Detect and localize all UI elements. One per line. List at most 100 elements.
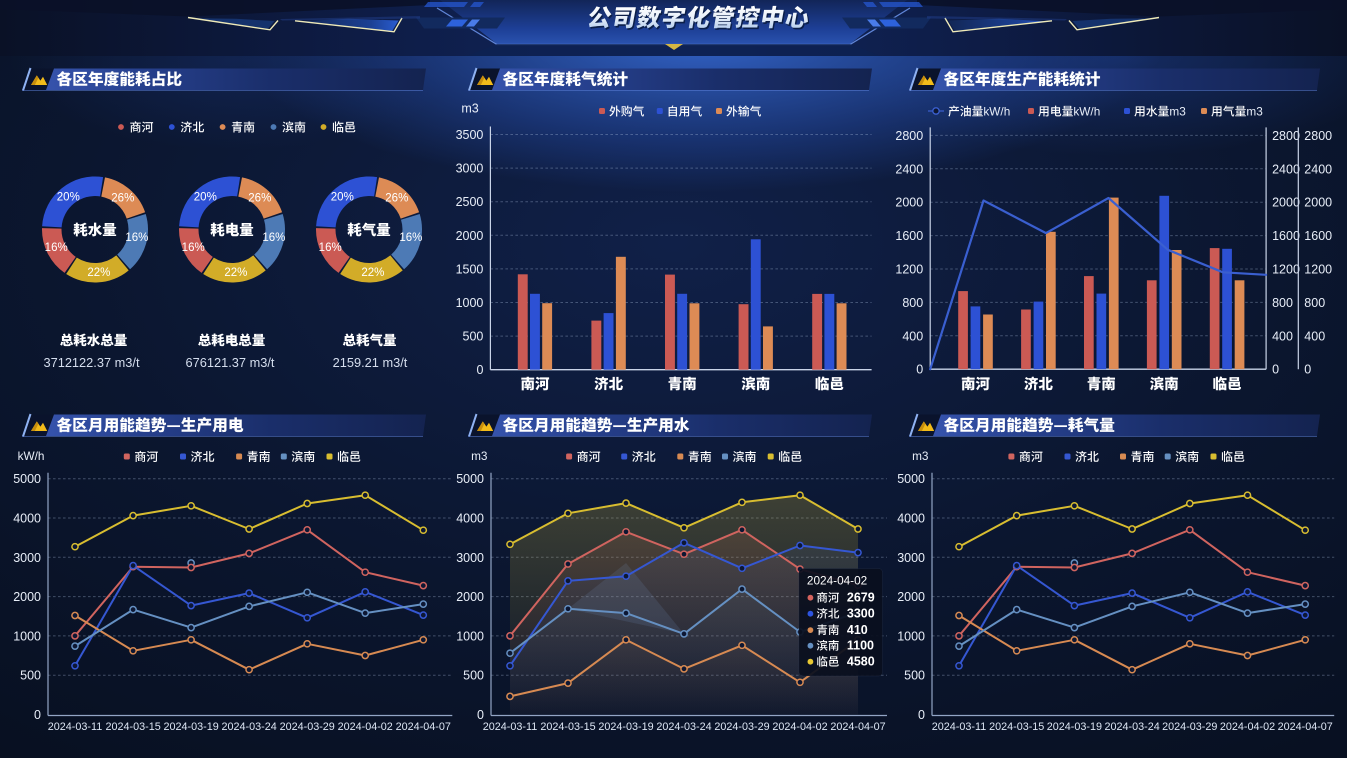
svg-text:400: 400: [1304, 329, 1325, 343]
svg-text:400: 400: [1272, 329, 1293, 343]
svg-text:0: 0: [1304, 363, 1311, 377]
svg-text:16%: 16%: [319, 242, 342, 254]
svg-text:kW/h: kW/h: [18, 449, 45, 463]
svg-text:1200: 1200: [1304, 263, 1332, 277]
svg-text:22%: 22%: [361, 267, 384, 279]
svg-text:1600: 1600: [1304, 229, 1332, 243]
svg-text:4580: 4580: [847, 655, 875, 669]
svg-text:m3: m3: [461, 102, 478, 116]
svg-text:2024-03-11: 2024-03-11: [932, 721, 986, 733]
svg-text:2024-03-24: 2024-03-24: [221, 721, 276, 733]
svg-text:m3: m3: [1169, 105, 1186, 119]
svg-text:2500: 2500: [456, 195, 484, 209]
svg-text:2024-03-19: 2024-03-19: [598, 721, 653, 733]
svg-text:2024-04-07: 2024-04-07: [1278, 721, 1333, 733]
svg-text:20%: 20%: [331, 191, 354, 203]
svg-text:26%: 26%: [385, 192, 408, 204]
svg-text:16%: 16%: [45, 242, 68, 254]
svg-text:2024-03-24: 2024-03-24: [1104, 721, 1159, 733]
svg-text:1000: 1000: [897, 629, 925, 643]
svg-text:0: 0: [916, 363, 923, 377]
svg-text:2800: 2800: [895, 129, 923, 143]
svg-text:3000: 3000: [456, 551, 484, 565]
svg-text:1500: 1500: [456, 262, 484, 276]
svg-text:m3: m3: [1246, 105, 1263, 119]
svg-text:2024-04-02: 2024-04-02: [338, 721, 393, 733]
svg-text:2800: 2800: [1272, 129, 1300, 143]
svg-text:1600: 1600: [895, 229, 923, 243]
svg-text:3300: 3300: [847, 607, 875, 621]
svg-text:800: 800: [902, 296, 923, 310]
svg-text:16%: 16%: [182, 242, 205, 254]
svg-text:4000: 4000: [897, 512, 925, 526]
svg-text:2024-04-02: 2024-04-02: [807, 574, 867, 588]
svg-text:3000: 3000: [897, 551, 925, 565]
svg-text:500: 500: [20, 669, 41, 683]
svg-text:1100: 1100: [847, 639, 874, 653]
svg-text:m3: m3: [471, 449, 488, 463]
svg-text:2024-04-07: 2024-04-07: [396, 721, 451, 733]
svg-text:2000: 2000: [1272, 196, 1300, 210]
svg-text:2024-04-07: 2024-04-07: [830, 721, 885, 733]
svg-text:2024-03-29: 2024-03-29: [714, 721, 769, 733]
svg-text:4000: 4000: [13, 512, 41, 526]
svg-text:2159.21 m3/t: 2159.21 m3/t: [333, 355, 408, 370]
svg-text:2024-03-19: 2024-03-19: [163, 721, 218, 733]
svg-text:16%: 16%: [125, 232, 148, 244]
svg-text:22%: 22%: [87, 267, 110, 279]
svg-text:2400: 2400: [1272, 162, 1300, 176]
svg-text:2400: 2400: [1304, 162, 1332, 176]
svg-text:500: 500: [463, 669, 484, 683]
svg-text:5000: 5000: [456, 472, 484, 486]
svg-text:1000: 1000: [456, 629, 484, 643]
svg-text:20%: 20%: [194, 191, 217, 203]
svg-text:4000: 4000: [456, 512, 484, 526]
svg-text:1200: 1200: [895, 263, 923, 277]
svg-text:1000: 1000: [456, 296, 484, 310]
svg-text:410: 410: [847, 623, 868, 637]
svg-text:2024-04-02: 2024-04-02: [1220, 721, 1275, 733]
svg-text:1000: 1000: [13, 629, 41, 643]
svg-text:2024-03-29: 2024-03-29: [1162, 721, 1217, 733]
svg-text:2024-03-15: 2024-03-15: [105, 721, 160, 733]
svg-text:3500: 3500: [456, 128, 484, 142]
svg-text:16%: 16%: [262, 232, 285, 244]
svg-text:16%: 16%: [399, 232, 422, 244]
svg-text:500: 500: [463, 330, 484, 344]
svg-text:2400: 2400: [895, 162, 923, 176]
svg-text:5000: 5000: [897, 472, 925, 486]
svg-text:2024-03-19: 2024-03-19: [1047, 721, 1102, 733]
svg-text:3000: 3000: [456, 162, 484, 176]
svg-text:m3: m3: [912, 449, 929, 463]
svg-text:0: 0: [34, 708, 41, 722]
svg-text:2679: 2679: [847, 591, 875, 605]
svg-text:2024-04-02: 2024-04-02: [772, 721, 827, 733]
svg-text:kW/h: kW/h: [1073, 105, 1100, 119]
svg-text:2024-03-29: 2024-03-29: [280, 721, 335, 733]
svg-text:2000: 2000: [897, 590, 925, 604]
svg-text:22%: 22%: [224, 267, 247, 279]
svg-text:2024-03-24: 2024-03-24: [656, 721, 711, 733]
svg-text:676121.37 m3/t: 676121.37 m3/t: [186, 355, 275, 370]
svg-text:2024-03-11: 2024-03-11: [48, 721, 102, 733]
svg-text:0: 0: [477, 708, 484, 722]
svg-text:2000: 2000: [1304, 196, 1332, 210]
svg-text:0: 0: [1272, 363, 1279, 377]
svg-text:2000: 2000: [456, 590, 484, 604]
svg-text:1200: 1200: [1272, 263, 1300, 277]
svg-text:3000: 3000: [13, 551, 41, 565]
svg-text:0: 0: [476, 363, 483, 377]
svg-text:2000: 2000: [13, 590, 41, 604]
svg-text:400: 400: [902, 329, 923, 343]
svg-text:5000: 5000: [13, 472, 41, 486]
svg-text:800: 800: [1304, 296, 1325, 310]
svg-text:2024-03-15: 2024-03-15: [989, 721, 1044, 733]
svg-text:1600: 1600: [1272, 229, 1300, 243]
svg-text:800: 800: [1272, 296, 1293, 310]
svg-text:26%: 26%: [248, 192, 271, 204]
svg-text:500: 500: [904, 669, 925, 683]
svg-text:kW/h: kW/h: [983, 105, 1010, 119]
svg-text:20%: 20%: [57, 191, 80, 203]
svg-text:0: 0: [918, 708, 925, 722]
svg-text:2024-03-11: 2024-03-11: [483, 721, 537, 733]
